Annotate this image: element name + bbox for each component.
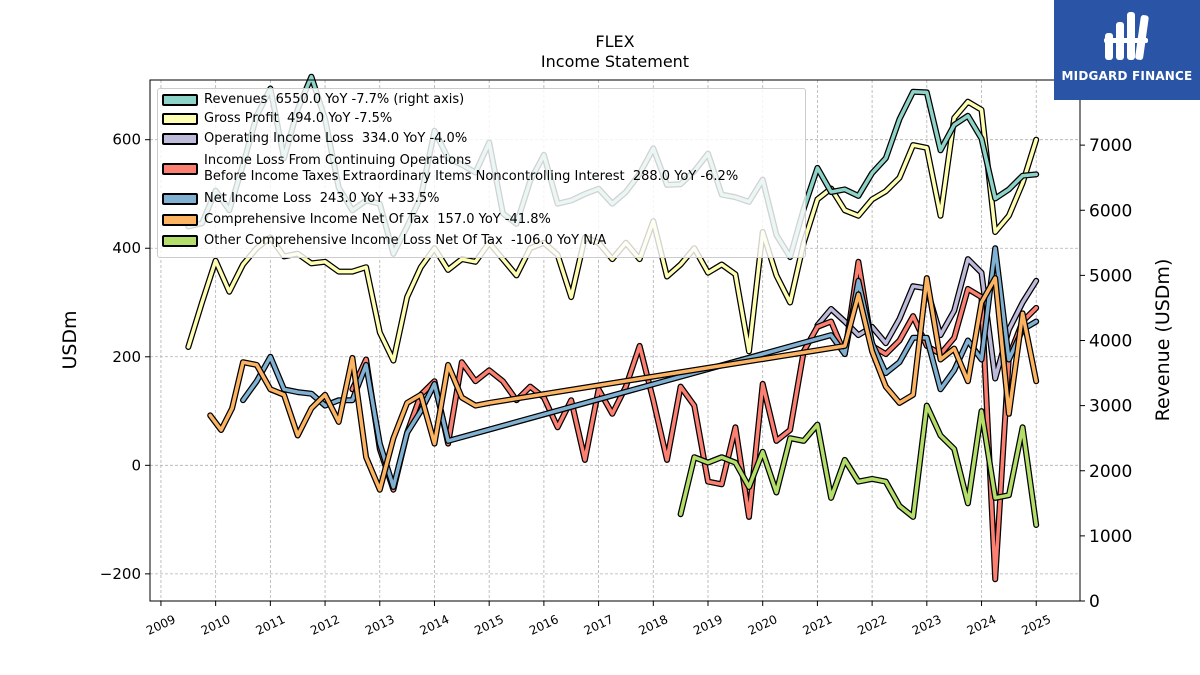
- brand-logo: MIDGARD FINANCE: [1054, 0, 1200, 100]
- x-tick-label: 2017: [582, 612, 616, 638]
- midgard-logo-icon: [1104, 12, 1149, 60]
- legend-label: Revenues 6550.0 YoY -7.7% (right axis): [204, 92, 465, 107]
- x-tick-label: 2021: [801, 612, 835, 638]
- x-tick-label: 2016: [527, 612, 561, 638]
- legend-label: Net Income Loss 243.0 YoY +33.5%: [204, 191, 440, 206]
- legend-swatch: [162, 214, 198, 226]
- y-right-tick-label: 2000: [1089, 462, 1132, 482]
- x-tick-label: 2010: [199, 612, 233, 638]
- legend-swatch: [162, 193, 198, 205]
- y-tick-label: 600: [112, 131, 141, 149]
- x-tick-label: 2012: [308, 612, 342, 638]
- legend-label: Comprehensive Income Net Of Tax 157.0 Yo…: [204, 212, 551, 227]
- y-right-tick-label: 7000: [1089, 136, 1132, 156]
- series-line-comprehensive-income-net: [208, 276, 1038, 492]
- x-tick-label: 2018: [636, 612, 670, 638]
- legend-label: Gross Profit 494.0 YoY -7.5%: [204, 111, 393, 126]
- x-tick-label: 2009: [144, 612, 178, 638]
- legend-swatch: [162, 133, 198, 145]
- chart-title: FLEX: [595, 32, 635, 51]
- legend-label: Operating Income Loss 334.0 YoY -4.0%: [204, 131, 468, 146]
- chart-subtitle: Income Statement: [540, 52, 690, 71]
- chart-legend: Revenues 6550.0 YoY -7.7% (right axis) Gr…: [157, 88, 806, 258]
- legend-label: Income Loss From Continuing Operations B…: [204, 153, 739, 184]
- brand-logo-text: MIDGARD FINANCE: [1061, 69, 1193, 83]
- y-right-tick-label: 1000: [1089, 527, 1132, 547]
- legend-swatch: [162, 163, 198, 175]
- series-line-other-comprehensive-income: [678, 403, 1038, 527]
- series-line-gross-profit-4940: [186, 99, 1038, 363]
- series-outline-comprehensive-income-net: [207, 275, 1040, 493]
- y-tick-label: −200: [100, 565, 141, 583]
- plot-frame: [149, 79, 1081, 602]
- y-tick-label: 200: [112, 348, 141, 366]
- x-tick-label: 2022: [855, 612, 889, 638]
- x-tick-label: 2024: [965, 612, 999, 638]
- y-right-tick-label: 4000: [1089, 332, 1132, 352]
- x-tick-label: 2019: [691, 612, 725, 638]
- legend-swatch: [162, 113, 198, 125]
- y-axis-label-left: USDm: [59, 310, 81, 370]
- x-tick-label: 2014: [418, 612, 452, 638]
- y-tick-label: 0: [131, 456, 141, 474]
- x-tick-label: 2011: [254, 612, 288, 638]
- x-tick-label: 2013: [363, 612, 397, 638]
- x-tick-label: 2023: [910, 612, 944, 638]
- y-right-tick-label: 5000: [1089, 266, 1132, 286]
- y-right-tick-label: 0: [1089, 592, 1100, 612]
- y-right-tick-label: 3000: [1089, 397, 1132, 417]
- y-right-tick-label: 6000: [1089, 201, 1132, 221]
- x-tick-label: 2025: [1019, 612, 1053, 638]
- x-tick-label: 2020: [746, 612, 780, 638]
- x-tick-label: 2015: [472, 612, 506, 638]
- legend-label: Other Comprehensive Income Loss Net Of T…: [204, 233, 607, 248]
- legend-swatch: [162, 235, 198, 247]
- series-line-net-income-loss: [241, 246, 1038, 489]
- y-axis-label-right: Revenue (USDm): [1152, 258, 1174, 422]
- legend-swatch: [162, 94, 198, 106]
- y-tick-label: 400: [112, 239, 141, 257]
